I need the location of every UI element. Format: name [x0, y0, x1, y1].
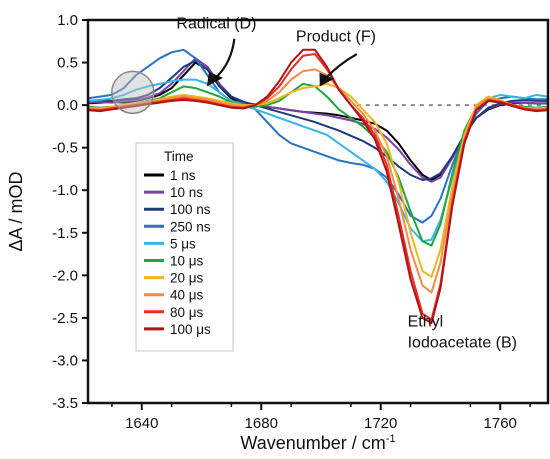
y-tick-label: -3.5: [52, 395, 78, 412]
x-axis-title: Wavenumber / cm-1: [240, 433, 395, 453]
y-tick-label: -1.5: [52, 225, 78, 242]
x-tick-label: 1760: [484, 415, 517, 432]
legend-label: 100 μs: [170, 322, 211, 337]
x-tick-label: 1680: [245, 415, 278, 432]
x-axis-title-text: Wavenumber / cm: [240, 433, 385, 453]
y-tick-label: -2.5: [52, 310, 78, 327]
legend-label: 20 μs: [170, 271, 204, 286]
radical-arrow: [216, 39, 234, 77]
annotation-ethyl: Ethyl: [408, 313, 444, 330]
legend: Time 1 ns 10 ns 100 ns 250 ns 5 μs 10 μs 20 μs…: [136, 143, 233, 351]
legend-label: 40 μs: [170, 288, 204, 303]
y-tick-label: -3.0: [52, 352, 78, 369]
x-axis-ticks: 1640 1680 1720 1760: [112, 403, 530, 432]
y-tick-label: -1.0: [52, 182, 78, 199]
annotation-product: Product (F): [296, 28, 376, 45]
y-tick-label: 1.0: [57, 12, 78, 29]
legend-label: 1 ns: [170, 168, 196, 183]
legend-label: 10 μs: [170, 254, 204, 269]
legend-label: 5 μs: [170, 236, 196, 251]
product-arrow: [327, 54, 357, 77]
x-tick-label: 1640: [125, 415, 158, 432]
x-tick-label: 1720: [364, 415, 397, 432]
y-tick-label: 0.0: [57, 97, 78, 114]
annotation-iodoacetate: Iodoacetate (B): [408, 335, 517, 352]
legend-label: 250 ns: [170, 219, 211, 234]
legend-label: 100 ns: [170, 202, 211, 217]
x-axis-title-superscript: -1: [386, 433, 396, 445]
legend-label: 80 μs: [170, 305, 204, 320]
legend-title: Time: [164, 149, 194, 164]
y-tick-label: -2.0: [52, 267, 78, 284]
highlight-circle: [112, 71, 154, 113]
y-tick-label: -0.5: [52, 140, 78, 157]
y-tick-label: 0.5: [57, 55, 78, 72]
y-axis-ticks: 1.0 0.5 0.0 -0.5 -1.0 -1.5 -2.0 -2.5 -3.0 -3.5: [52, 12, 88, 412]
legend-label: 10 ns: [170, 185, 203, 200]
y-axis-title: ΔA / mOD: [6, 171, 26, 251]
annotation-radical: Radical (D): [176, 16, 256, 33]
